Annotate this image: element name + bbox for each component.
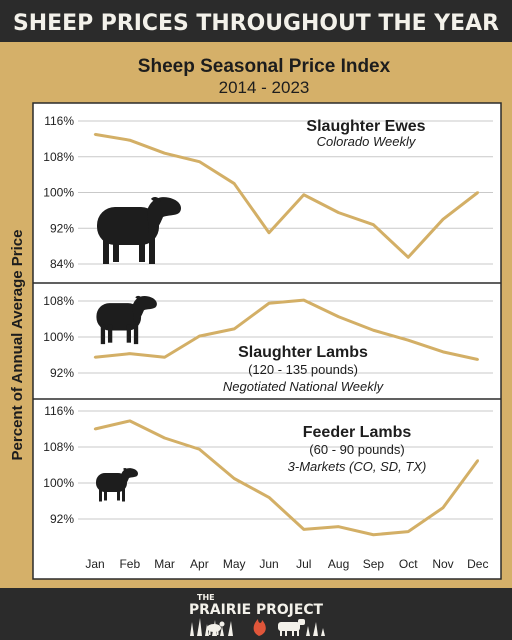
y-tick-label: 116% <box>44 114 74 128</box>
panel-subtitle-2: 3-Markets (CO, SD, TX) <box>288 459 427 474</box>
x-tick-label: Nov <box>432 557 453 571</box>
x-tick-label: Jun <box>259 557 278 571</box>
footer-grass-right-icon <box>306 622 325 636</box>
data-point <box>233 327 236 331</box>
data-point <box>93 356 97 359</box>
footer-cow-icon <box>278 619 305 636</box>
data-point <box>372 329 375 332</box>
y-tick-label: 108% <box>43 294 74 308</box>
lamb-silhouette-icon <box>96 295 157 345</box>
data-point <box>198 448 201 451</box>
y-tick-label: 92% <box>50 221 74 235</box>
data-point <box>233 477 236 480</box>
y-tick-label: 100% <box>43 330 74 344</box>
data-point <box>267 231 271 234</box>
y-tick-label: 92% <box>50 366 74 380</box>
data-point <box>337 211 340 214</box>
y-tick-label: 116% <box>44 404 74 418</box>
footer-brand-small: THE <box>197 593 215 602</box>
data-point <box>372 223 375 226</box>
data-point <box>128 419 131 423</box>
series-line <box>94 132 479 259</box>
data-point <box>441 506 445 509</box>
data-point <box>233 182 236 185</box>
x-tick-label: May <box>223 557 246 571</box>
x-tick-label: Oct <box>399 557 418 571</box>
data-point <box>93 427 97 431</box>
panel-title: Slaughter Lambs <box>238 344 368 361</box>
data-point <box>476 358 479 361</box>
panel-2: 92% 100% 108% Slaughter Lambs(120 - 135 pou… <box>43 294 493 394</box>
data-point <box>337 315 340 318</box>
footer-sheep-icon <box>207 621 225 635</box>
chart-title: Sheep Seasonal Price Index <box>138 56 391 77</box>
data-point <box>163 356 166 359</box>
chart-subtitle: 2014 - 2023 <box>219 78 310 97</box>
x-tick-label: Apr <box>190 557 209 571</box>
x-tick-label: Aug <box>328 557 349 571</box>
data-point <box>267 496 271 499</box>
data-point <box>407 530 410 533</box>
y-axis-label: Percent of Annual Average Price <box>9 230 26 461</box>
x-tick-label: Feb <box>119 557 140 571</box>
data-point <box>407 338 410 342</box>
data-point <box>302 528 305 531</box>
y-tick-label: 100% <box>43 476 74 490</box>
small-lamb-silhouette-icon <box>96 467 138 502</box>
panel-1: 84% 92% 100% 108% 116% Slaughter EwesColorado… <box>43 114 493 271</box>
data-point <box>476 191 479 194</box>
data-point <box>93 133 97 136</box>
panel-subtitle-2: Negotiated National Weekly <box>223 379 385 394</box>
x-tick-label: Sep <box>363 557 385 571</box>
panel-subtitle: (120 - 135 pounds) <box>248 362 358 377</box>
data-point <box>267 302 271 305</box>
x-tick-label: Dec <box>467 557 488 571</box>
data-point <box>198 334 201 338</box>
y-tick-label: 92% <box>50 512 74 526</box>
data-point <box>163 436 166 440</box>
x-tick-label: Mar <box>154 557 175 571</box>
panel-3: 92% 100% 108% 116% Feeder Lambs(60 - 90 poun… <box>43 404 493 537</box>
banner <box>0 0 512 42</box>
panel-subtitle: Colorado Weekly <box>317 134 417 149</box>
data-point <box>476 459 479 462</box>
ewe-silhouette-icon <box>97 196 181 264</box>
data-point <box>302 298 305 302</box>
data-point <box>337 525 340 528</box>
footer-brand-main: PRAIRIE PROJECT <box>189 602 323 618</box>
y-tick-label: 84% <box>50 257 74 271</box>
y-tick-label: 108% <box>43 440 74 454</box>
panel-title: Feeder Lambs <box>303 424 412 441</box>
data-point <box>407 256 410 259</box>
data-point <box>372 533 375 536</box>
data-point <box>441 218 445 221</box>
series-line <box>94 298 479 361</box>
data-point <box>128 139 131 142</box>
panel-title: Slaughter Ewes <box>306 118 425 135</box>
y-tick-label: 108% <box>43 150 74 164</box>
data-point <box>128 352 131 355</box>
y-tick-label: 100% <box>43 186 74 200</box>
footer-grass-icon <box>190 618 233 636</box>
data-point <box>163 151 166 155</box>
data-point <box>302 193 305 196</box>
panel-subtitle: (60 - 90 pounds) <box>309 442 404 457</box>
series-line <box>94 419 480 537</box>
footer-flame-icon <box>253 619 266 636</box>
data-point <box>198 160 201 163</box>
banner-title: SHEEP PRICES THROUGHOUT THE YEAR <box>13 11 499 36</box>
x-tick-label: Jul <box>296 557 311 571</box>
data-point <box>441 350 445 354</box>
x-tick-label: Jan <box>85 557 104 571</box>
